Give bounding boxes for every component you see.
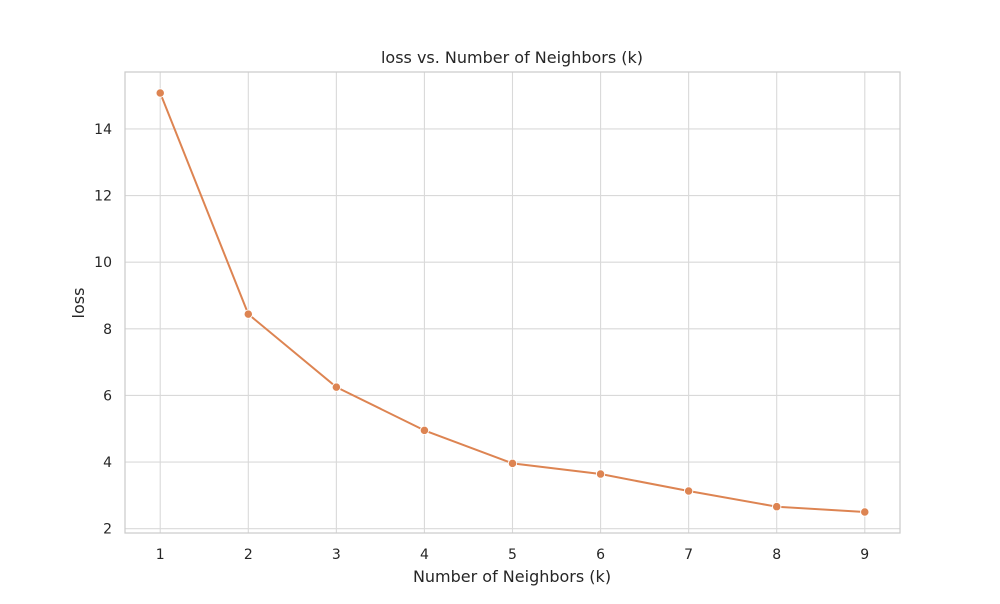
chart-title: loss vs. Number of Neighbors (k) <box>381 48 643 67</box>
data-point <box>507 458 518 469</box>
y-axis-label: loss <box>69 288 88 319</box>
data-point <box>243 309 253 319</box>
y-tick-label: 6 <box>103 388 112 404</box>
y-tick-label: 10 <box>94 255 112 271</box>
x-tick-label: 7 <box>684 547 693 563</box>
series-layer <box>155 88 870 517</box>
x-tick-label: 4 <box>420 547 429 563</box>
x-tick-label: 1 <box>156 547 165 563</box>
y-tick-label: 2 <box>103 522 112 538</box>
plot-frame <box>124 71 901 534</box>
y-tick-label: 8 <box>103 322 112 338</box>
y-tick-label: 14 <box>94 122 112 138</box>
data-point <box>772 502 782 512</box>
x-tick-label: 5 <box>508 547 517 563</box>
data-point <box>419 425 430 436</box>
data-point <box>595 469 606 479</box>
x-tick-label: 2 <box>244 547 253 563</box>
x-axis-label: Number of Neighbors (k) <box>413 567 611 586</box>
y-tick-label: 12 <box>94 189 112 205</box>
x-tick-label: 6 <box>596 547 605 563</box>
y-axis-ticks: 2 4 6 8 10 12 14 <box>94 122 112 538</box>
data-point <box>155 88 165 98</box>
x-tick-label: 3 <box>332 547 341 563</box>
data-point <box>331 382 342 392</box>
data-point <box>860 507 870 517</box>
x-axis-ticks: 1 2 3 4 5 6 7 8 9 <box>156 547 869 563</box>
x-tick-label: 8 <box>772 547 781 563</box>
x-tick-label: 9 <box>860 547 869 563</box>
data-point <box>683 486 694 496</box>
y-tick-label: 4 <box>103 455 112 471</box>
grid <box>125 72 900 533</box>
